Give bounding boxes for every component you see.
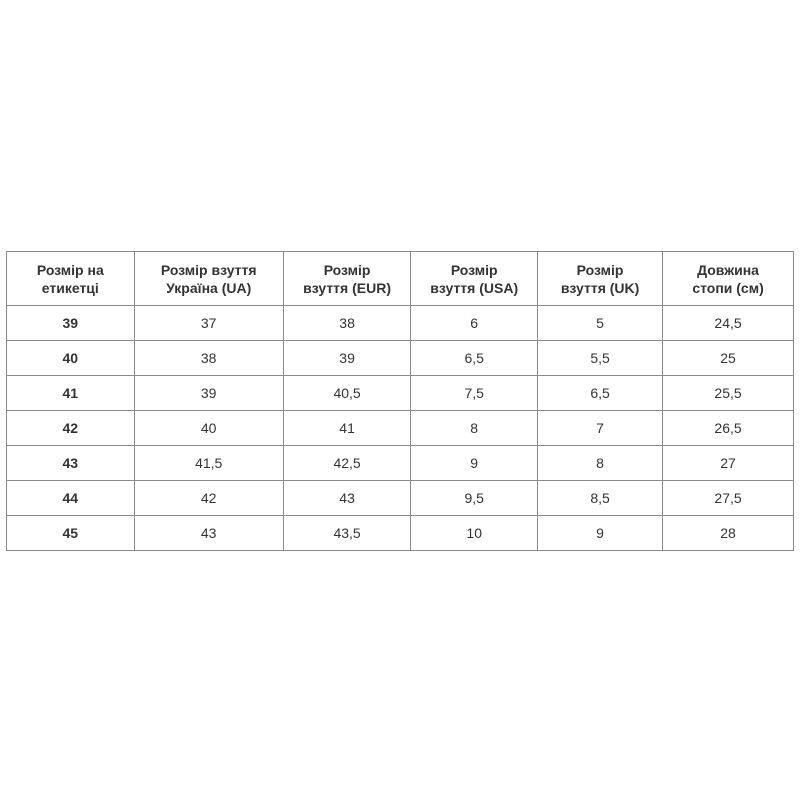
- column-header-line: Україна (UA): [166, 279, 252, 296]
- table-cell: 28: [662, 515, 794, 551]
- table-cell: 43,5: [282, 515, 412, 551]
- table-cell: 40: [6, 340, 135, 376]
- column-header-line: взуття (UK): [560, 279, 640, 296]
- table-cell: 37: [133, 305, 284, 341]
- table-cell: 5: [537, 305, 664, 341]
- column-header-line: стопи (см): [692, 279, 764, 296]
- table-cell: 44: [6, 480, 135, 516]
- table-cell: 45: [6, 515, 135, 551]
- table-cell: 6: [410, 305, 539, 341]
- column-header-line: Розмір взуття: [160, 261, 257, 278]
- table-cell: 25: [662, 340, 794, 376]
- column-header: Довжина стопи (см): [662, 251, 794, 306]
- table-cell: 27: [662, 445, 794, 481]
- column-header-line: етикетці: [41, 279, 99, 296]
- table-cell: 7: [537, 410, 664, 446]
- table-cell: 9: [410, 445, 539, 481]
- table-cell: 8: [410, 410, 539, 446]
- table-cell: 9,5: [410, 480, 539, 516]
- table-cell: 24,5: [662, 305, 794, 341]
- table-cell: 8: [537, 445, 664, 481]
- table-cell: 5,5: [537, 340, 664, 376]
- table-cell: 25,5: [662, 375, 794, 411]
- column-header-line: Розмір: [450, 261, 498, 278]
- table-cell: 42: [6, 410, 135, 446]
- column-header-line: Розмір: [576, 261, 624, 278]
- table-cell: 9: [537, 515, 664, 551]
- table-cell: 42,5: [282, 445, 412, 481]
- table-cell: 41: [282, 410, 412, 446]
- table-cell: 6,5: [410, 340, 539, 376]
- column-header: Розмір взуття Україна (UA): [133, 251, 284, 306]
- column-header-line: взуття (USA): [430, 279, 519, 296]
- table-cell: 27,5: [662, 480, 794, 516]
- column-header-line: Розмір на: [36, 261, 104, 278]
- table-cell: 7,5: [410, 375, 539, 411]
- table-cell: 6,5: [537, 375, 664, 411]
- column-header: Розмір взуття (USA): [410, 251, 539, 306]
- size-chart-table: Розмір на етикетці Розмір взуття Україна (U…: [6, 251, 794, 551]
- column-header-line: Довжина: [697, 261, 759, 278]
- table-row: 41 39 40,5 7,5 6,5 25,5: [6, 375, 794, 411]
- table-cell: 41,5: [133, 445, 284, 481]
- table-cell: 43: [282, 480, 412, 516]
- table-cell: 43: [133, 515, 284, 551]
- column-header: Розмір взуття (EUR): [282, 251, 412, 306]
- table-row: 42 40 41 8 7 26,5: [6, 410, 794, 446]
- table-cell: 10: [410, 515, 539, 551]
- table-cell: 43: [6, 445, 135, 481]
- header-row: Розмір на етикетці Розмір взуття Україна (U…: [6, 251, 794, 306]
- table-row: 44 42 43 9,5 8,5 27,5: [6, 480, 794, 516]
- table-row: 39 37 38 6 5 24,5: [6, 305, 794, 341]
- table-cell: 8,5: [537, 480, 664, 516]
- table-cell: 40,5: [282, 375, 412, 411]
- column-header: Розмір на етикетці: [6, 251, 135, 306]
- table-cell: 26,5: [662, 410, 794, 446]
- column-header-line: взуття (EUR): [303, 279, 391, 296]
- table-cell: 39: [6, 305, 135, 341]
- column-header-line: Розмір: [323, 261, 371, 278]
- table-cell: 38: [133, 340, 284, 376]
- table-cell: 38: [282, 305, 412, 341]
- table-cell: 39: [282, 340, 412, 376]
- table-row: 40 38 39 6,5 5,5 25: [6, 340, 794, 376]
- table-row: 43 41,5 42,5 9 8 27: [6, 445, 794, 481]
- table-cell: 39: [133, 375, 284, 411]
- table-cell: 41: [6, 375, 135, 411]
- table-row: 45 43 43,5 10 9 28: [6, 515, 794, 551]
- table-cell: 40: [133, 410, 284, 446]
- column-header: Розмір взуття (UK): [537, 251, 664, 306]
- table-cell: 42: [133, 480, 284, 516]
